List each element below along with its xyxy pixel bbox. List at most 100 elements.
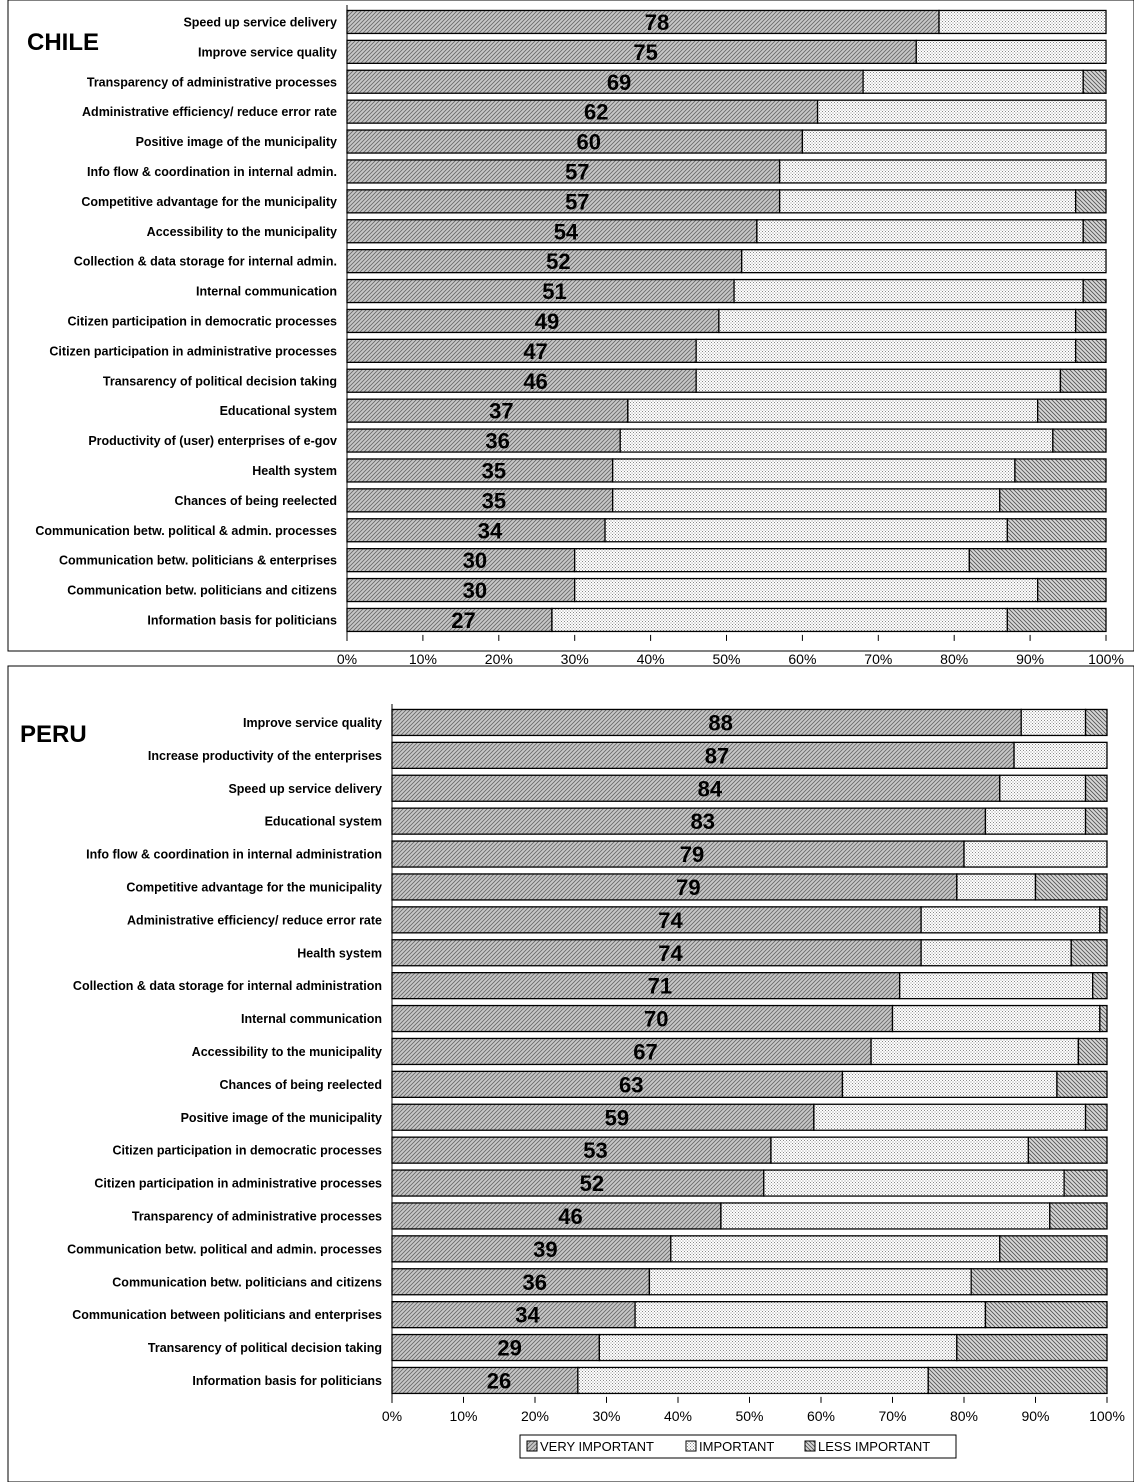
peru-bar-important-7 — [920, 906, 1101, 934]
peru-category-label-18: Communication betw. politicians and citi… — [112, 1275, 382, 1289]
peru-bar-very-important-15 — [391, 1169, 765, 1197]
chile-bar-less-important-13 — [1059, 368, 1107, 393]
peru-bar-important-17 — [670, 1235, 1001, 1263]
chile-bar-very-important-4 — [346, 99, 819, 124]
peru-bar-row-administrative-efficiency-reduce-error-rate: Administrative efficiency/ reduce error … — [127, 906, 1108, 934]
chile-bar-less-important-15 — [1052, 428, 1107, 453]
chile-category-label-5: Positive image of the municipality — [136, 135, 337, 149]
chile-bar-very-important-5 — [346, 129, 804, 154]
peru-bar-row-information-basis-for-politicians: Information basis for politicians 26 — [192, 1366, 1108, 1395]
chile-x-tick-label-8: 80% — [940, 651, 968, 667]
chile-category-label-1: Speed up service delivery — [183, 15, 337, 29]
peru-data-label-14: 53 — [583, 1138, 607, 1163]
chile-category-label-7: Competitive advantage for the municipali… — [81, 195, 337, 209]
peru-bar-important-1 — [1020, 708, 1087, 737]
peru-x-tick-label-2: 20% — [521, 1408, 549, 1424]
chile-bar-row-communication-betw-political-admin-processes: Communication betw. political & admin. p… — [35, 518, 1107, 543]
peru-bar-less-important-3 — [1084, 774, 1108, 802]
chile-data-label-10: 51 — [542, 279, 566, 304]
peru-bar-very-important-18 — [391, 1268, 651, 1296]
chile-category-label-10: Internal communication — [196, 285, 337, 299]
chile-bar-row-chances-of-being-reelected: Chances of being reelected 35 — [174, 488, 1107, 513]
peru-x-tick-label-9: 90% — [1021, 1408, 1049, 1424]
peru-category-label-19: Communication between politicians and en… — [72, 1308, 382, 1322]
peru-bar-very-important-16 — [391, 1202, 722, 1230]
chile-bar-less-important-12 — [1074, 338, 1107, 364]
peru-bar-very-important-17 — [391, 1235, 672, 1263]
chile-bar-row-communication-betw-politicians-and-citizens: Communication betw. politicians and citi… — [67, 577, 1107, 603]
legend-box — [519, 1434, 957, 1459]
peru-bar-row-transparency-of-administrative-processes: Transparency of administrative processes… — [132, 1202, 1108, 1230]
chile-x-tick-label-7: 70% — [864, 651, 892, 667]
peru-bar-less-important-19 — [984, 1301, 1108, 1329]
peru-bar-less-important-6 — [1034, 873, 1108, 901]
chile-bar-very-important-18 — [346, 518, 606, 543]
peru-bar-important-4 — [984, 807, 1087, 835]
peru-bar-row-accessibility-to-the-municipality: Accessibility to the municipality 67 — [192, 1037, 1108, 1066]
chile-bar-important-16 — [612, 458, 1016, 483]
peru-bar-row-chances-of-being-reelected: Chances of being reelected 63 — [219, 1070, 1108, 1098]
chile-data-label-2: 75 — [633, 40, 657, 65]
peru-bar-important-10 — [891, 1004, 1101, 1033]
chile-bar-important-14 — [627, 398, 1039, 423]
peru-bar-less-important-16 — [1049, 1202, 1108, 1230]
peru-x-tick-label-10: 100% — [1089, 1408, 1125, 1424]
peru-bar-row-health-system: Health system 74 — [297, 939, 1108, 967]
chile-category-label-17: Chances of being reelected — [174, 494, 337, 508]
chile-data-label-16: 35 — [482, 458, 506, 483]
peru-bar-less-important-4 — [1084, 807, 1108, 835]
peru-data-label-11: 67 — [633, 1039, 657, 1064]
chile-bar-row-citizen-participation-in-administrative-processes: Citizen participation in administrative … — [49, 338, 1107, 364]
chile-bar-very-important-15 — [346, 428, 621, 453]
peru-data-label-19: 34 — [515, 1303, 540, 1328]
peru-bar-very-important-7 — [391, 906, 922, 934]
chile-bar-important-17 — [612, 488, 1001, 513]
chile-x-tick-label-6: 60% — [788, 651, 816, 667]
chile-data-label-19: 30 — [463, 548, 487, 573]
peru-category-label-6: Competitive advantage for the municipali… — [126, 880, 382, 894]
chile-bar-very-important-6 — [346, 159, 781, 184]
chile-bar-very-important-7 — [346, 189, 781, 214]
peru-category-label-7: Administrative efficiency/ reduce error … — [127, 913, 382, 927]
peru-x-tick-label-1: 10% — [449, 1408, 477, 1424]
peru-data-label-3: 84 — [698, 776, 723, 801]
chile-data-label-5: 60 — [576, 130, 600, 155]
chile-data-label-9: 52 — [546, 249, 570, 274]
chile-category-label-9: Collection & data storage for internal a… — [74, 255, 337, 269]
peru-bar-row-internal-communication: Internal communication 70 — [241, 1004, 1108, 1033]
peru-category-label-2: Increase productivity of the enterprises — [148, 749, 382, 763]
peru-category-label-16: Transparency of administrative processes — [132, 1209, 382, 1223]
chile-bar-less-important-11 — [1074, 308, 1107, 334]
chile-bar-very-important-14 — [346, 398, 629, 423]
chile-bar-very-important-3 — [346, 69, 864, 94]
chile-bar-very-important-10 — [346, 278, 735, 304]
peru-category-label-13: Positive image of the municipality — [181, 1111, 382, 1125]
peru-bar-less-important-10 — [1099, 1004, 1108, 1033]
chile-bar-important-18 — [604, 518, 1008, 543]
legend-swatch-very-important — [526, 1440, 538, 1452]
peru-bar-important-11 — [870, 1037, 1080, 1066]
peru-bar-important-6 — [956, 873, 1037, 901]
chile-bar-important-2 — [915, 39, 1107, 64]
peru-data-label-20: 29 — [497, 1336, 521, 1361]
chile-x-tick-label-3: 30% — [561, 651, 589, 667]
chile-bar-row-transparency-of-administrative-processes: Transparency of administrative processes… — [87, 69, 1107, 95]
peru-bar-very-important-21 — [391, 1366, 579, 1395]
peru-bar-less-important-11 — [1077, 1037, 1108, 1066]
chile-data-label-7: 57 — [565, 189, 589, 214]
chile-bar-very-important-12 — [346, 338, 697, 364]
peru-data-label-6: 79 — [676, 875, 700, 900]
chile-bar-important-6 — [778, 159, 1107, 184]
peru-category-label-12: Chances of being reelected — [219, 1078, 382, 1092]
peru-chart-title: PERU — [20, 721, 87, 748]
chile-bar-less-important-3 — [1082, 69, 1107, 94]
chile-category-label-2: Improve service quality — [198, 45, 337, 59]
peru-bar-important-8 — [920, 939, 1072, 967]
peru-bar-row-speed-up-service-delivery: Speed up service delivery 84 — [228, 774, 1108, 802]
chile-bar-row-improve-service-quality: Improve service quality 75 — [198, 39, 1107, 65]
peru-bar-very-important-20 — [391, 1333, 601, 1362]
peru-bar-important-5 — [963, 840, 1108, 868]
chile-category-label-15: Productivity of (user) enterprises of e-… — [88, 434, 337, 448]
peru-category-label-5: Info flow & coordination in internal adm… — [86, 848, 382, 862]
